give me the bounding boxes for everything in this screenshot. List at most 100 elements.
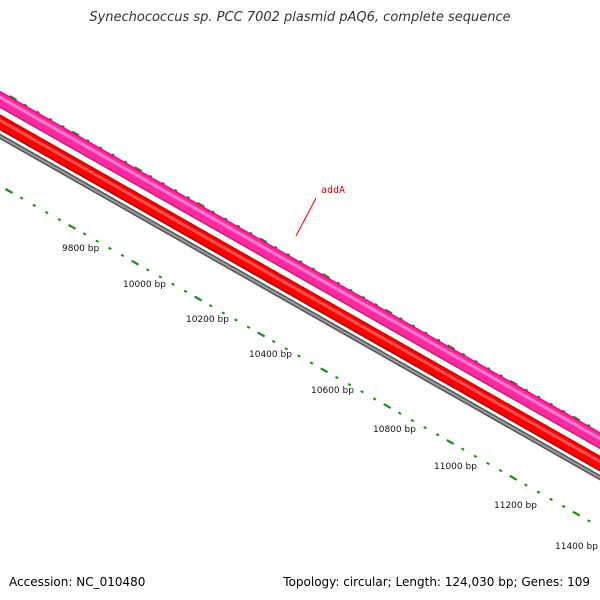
inner-tick-marks [4,188,600,529]
outer-tick [549,402,554,406]
inner-tick [498,469,503,473]
inner-tick [131,259,140,266]
inner-tick [473,454,478,458]
outer-tick [311,267,316,271]
backbone-circle [0,133,600,481]
outer-tick [23,103,28,107]
outer-tick [98,146,103,150]
outer-tick [461,352,466,356]
inner-tick [95,239,99,243]
topology-summary: Topology: circular; Length: 124,030 bp; … [283,575,590,589]
outer-tick [236,224,241,228]
outer-tick [286,253,291,257]
inner-tick [572,510,581,517]
scale-label: 10800 bp [373,425,416,435]
inner-tick [536,490,541,494]
outer-tick [374,302,378,307]
outer-tick [474,359,478,364]
outer-tick [411,324,416,328]
inner-tick [257,331,266,338]
outer-tick-marks [8,95,600,433]
inner-tick [549,497,553,501]
inner-tick [234,318,238,322]
outer-tick [8,95,18,101]
inner-tick [284,347,289,351]
outer-tick [48,117,53,121]
inner-tick [410,418,415,423]
outer-tick [587,423,591,428]
inner-tick [183,289,188,293]
inner-tick [57,218,62,222]
outer-tick [123,160,128,164]
outer-tick [524,388,529,392]
outer-tick [161,181,165,186]
outer-tick [259,237,268,244]
outer-tick [399,317,403,321]
outer-tick [361,295,366,299]
inner-tick [45,210,49,215]
inner-tick [461,447,465,451]
inner-tick [347,383,352,387]
outer-tick [71,130,80,137]
inner-tick [32,203,36,207]
inner-tick [372,397,377,401]
outer-tick [336,281,341,285]
inner-tick [120,253,125,258]
outer-tick [224,217,228,221]
outer-tick [384,308,393,315]
inner-tick [68,223,77,230]
inner-tick [19,196,24,200]
inner-tick [221,311,226,315]
inner-tick [398,411,402,415]
scale-label: 11400 bp [555,542,598,552]
scale-label: 11200 bp [494,501,537,511]
outer-tick [321,273,331,279]
scale-label: 10000 bp [123,280,166,290]
outer-tick [111,153,115,157]
inner-tick [524,483,528,487]
inner-tick [435,433,440,437]
outer-tick [173,188,178,193]
outer-tick [562,409,566,413]
outer-tick [572,415,581,422]
scale-label: 10200 bp [186,315,229,325]
inner-tick [145,268,150,272]
gene-track [0,90,600,450]
inner-tick [446,439,455,445]
scale-label: 9800 bp [62,244,99,254]
inner-tick [561,504,566,509]
inner-tick [158,275,163,279]
inner-tick [309,361,314,365]
inner-tick [423,426,427,430]
outer-tick [211,210,216,214]
inner-tick [271,339,276,344]
outer-tick [274,245,278,250]
inner-tick [320,367,329,374]
feature-label-adda[interactable]: addA [321,185,345,196]
outer-tick [436,338,441,342]
outer-tick [299,260,303,264]
cds-track [0,114,600,472]
outer-tick [424,331,428,335]
outer-tick [486,366,491,371]
inner-tick [509,474,518,481]
outer-tick [447,344,456,351]
outer-tick [537,395,541,399]
inner-tick [171,282,175,286]
outer-tick [36,110,40,114]
inner-tick [360,390,364,394]
scale-label: 10400 bp [249,350,292,360]
outer-tick [86,139,90,143]
inner-tick [4,188,14,194]
inner-tick [486,461,490,466]
outer-tick [186,196,191,200]
inner-tick [108,246,112,250]
inner-tick [208,304,213,308]
accession-text: Accession: NC_010480 [9,575,146,589]
outer-tick [196,201,205,208]
inner-tick [82,232,87,236]
map-title: Synechococcus sp. PCC 7002 plasmid pAQ6,… [89,10,511,25]
outer-tick [61,124,65,129]
inner-tick [383,403,392,410]
